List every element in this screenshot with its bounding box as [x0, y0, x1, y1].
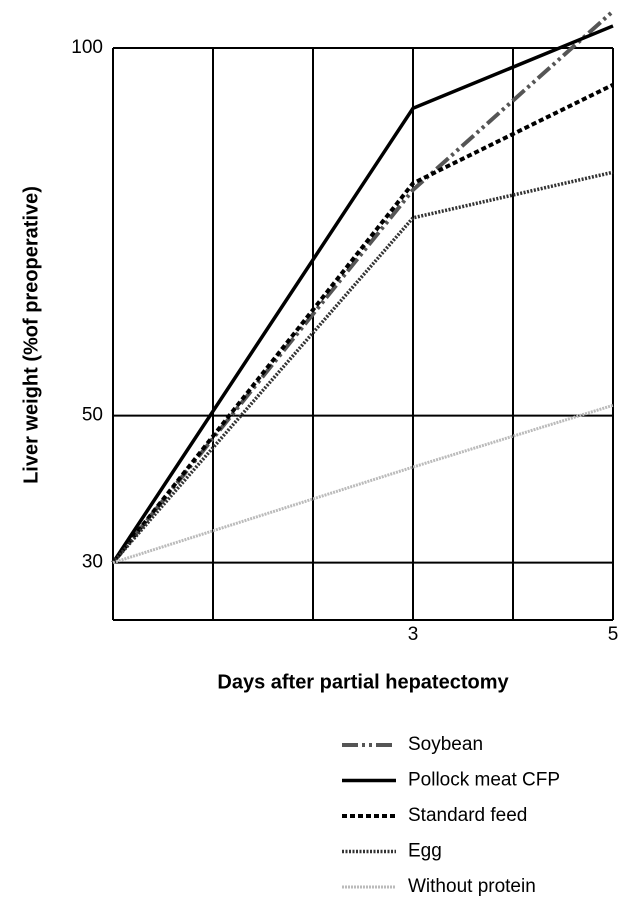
line [111, 170, 614, 564]
x-axis-label: Days after partial hepatectomy [217, 671, 509, 693]
legend-label: Egg [408, 841, 442, 862]
y-tick-label: 100 [71, 37, 103, 58]
y-tick-label: 50 [82, 405, 103, 426]
line [112, 403, 614, 565]
legend-label: Without protein [408, 876, 536, 897]
y-tick-label: 30 [82, 552, 103, 573]
line [111, 82, 614, 564]
x-tick-label: 5 [608, 624, 619, 645]
legend-label: Pollock meat CFP [408, 770, 560, 791]
y-axis-label: Liver weight (%of preoperative) [20, 186, 42, 484]
x-tick-label: 3 [408, 624, 419, 645]
line [111, 24, 614, 564]
legend-label: Standard feed [408, 805, 527, 826]
legend-label: Soybean [408, 734, 483, 755]
line [111, 9, 615, 564]
